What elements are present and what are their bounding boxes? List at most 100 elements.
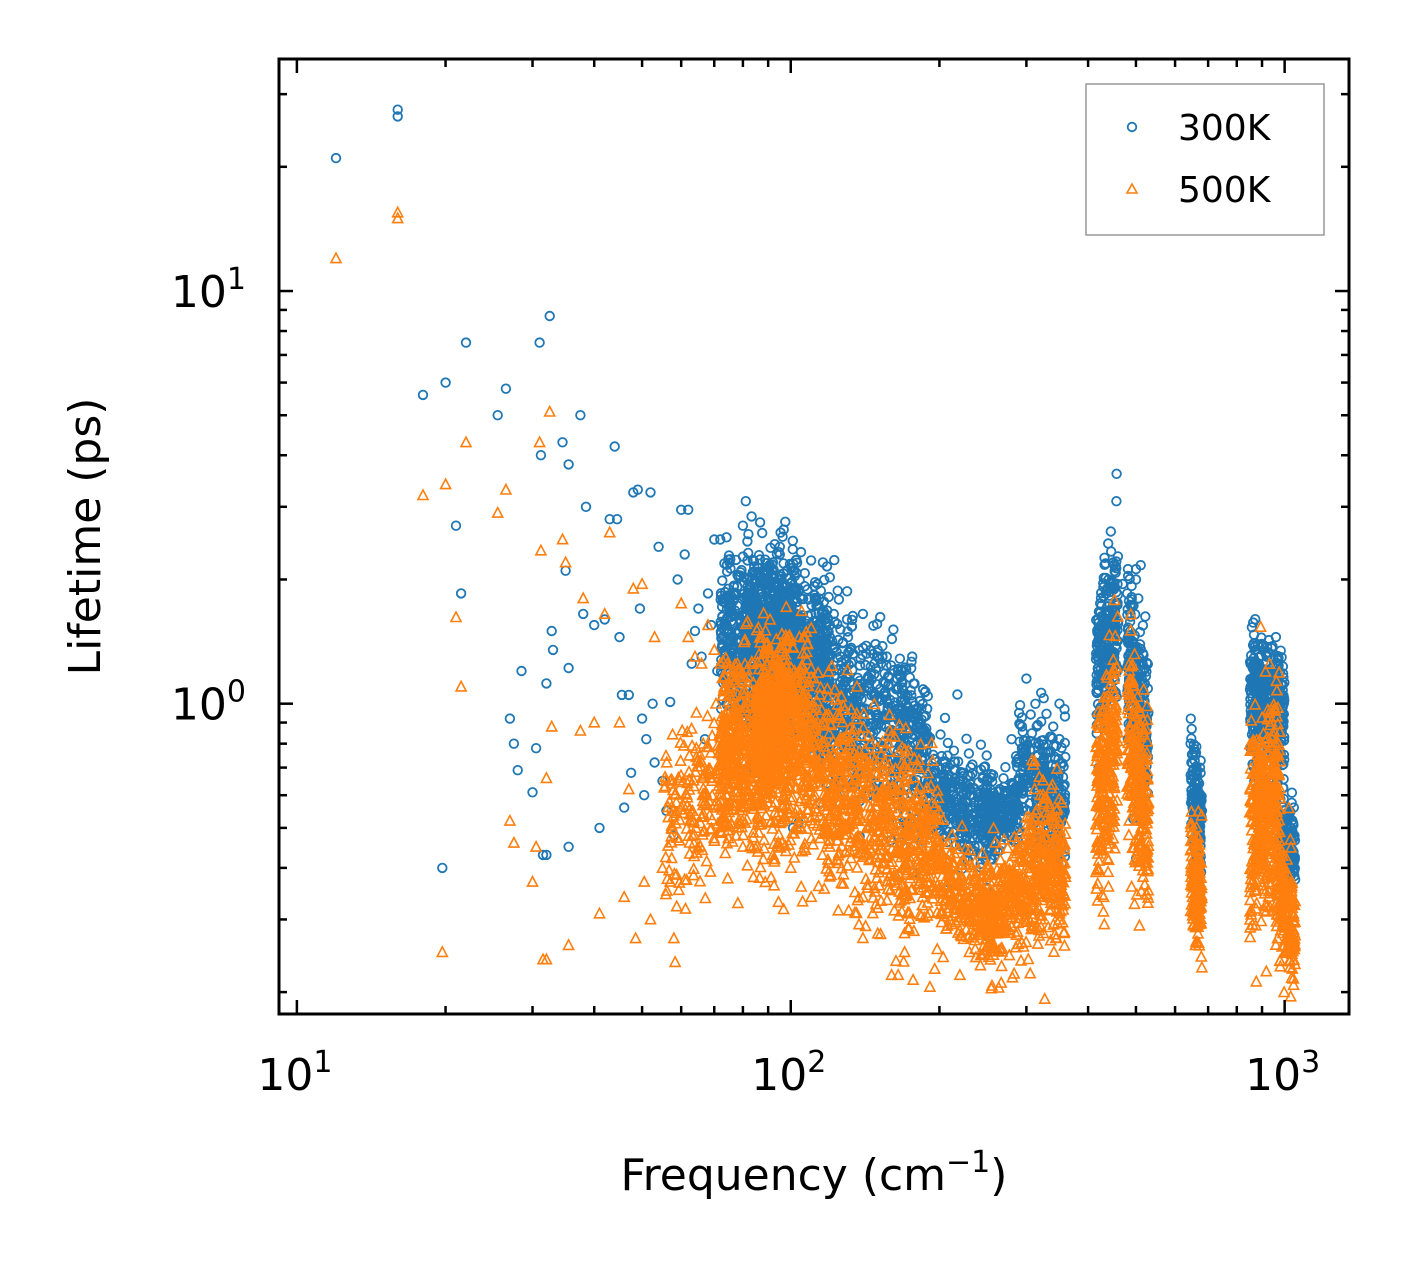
data-point-300K <box>947 790 959 801</box>
data-point-300K <box>1111 468 1122 480</box>
data-point-300K <box>641 734 652 745</box>
data-point-300K <box>832 652 843 664</box>
data-point-300K <box>500 383 512 394</box>
data-point-300K <box>1255 679 1266 690</box>
data-point-300K <box>437 862 448 874</box>
data-point-300K <box>1054 765 1066 776</box>
data-point-300K <box>1249 614 1261 625</box>
data-point-300K <box>1060 751 1071 763</box>
data-point-300K <box>767 557 779 568</box>
data-point-300K <box>828 608 840 620</box>
data-point-500K <box>705 728 719 741</box>
data-point-300K <box>1249 684 1260 695</box>
data-point-300K <box>1244 656 1256 668</box>
data-point-300K <box>934 762 945 773</box>
data-point-500K <box>795 604 808 617</box>
data-point-300K <box>718 593 729 604</box>
data-point-500K <box>687 779 701 792</box>
data-point-300K <box>1037 735 1049 746</box>
data-point-300K <box>775 527 786 538</box>
data-point-300K <box>1137 620 1149 631</box>
data-point-300K <box>1133 652 1145 663</box>
data-point-300K <box>978 761 990 773</box>
data-point-300K <box>982 843 994 854</box>
data-point-300K <box>1276 652 1287 663</box>
data-point-500K <box>745 719 759 732</box>
data-point-500K <box>741 858 754 871</box>
data-point-300K <box>888 710 900 722</box>
data-point-500K <box>683 772 696 785</box>
data-point-500K <box>660 755 674 768</box>
data-point-500K <box>746 675 760 688</box>
data-point-300K <box>1245 673 1256 685</box>
data-point-300K <box>981 820 992 832</box>
data-point-300K <box>1025 709 1036 720</box>
data-point-300K <box>857 608 869 620</box>
data-point-300K <box>1121 588 1133 599</box>
data-point-300K <box>541 678 552 689</box>
data-point-300K <box>948 745 960 756</box>
data-point-500K <box>739 726 752 739</box>
data-point-300K <box>757 591 769 602</box>
data-point-300K <box>1013 782 1024 794</box>
data-point-500K <box>683 813 697 826</box>
data-point-300K <box>1108 557 1119 568</box>
data-point-500K <box>700 854 714 867</box>
data-point-500K <box>659 887 673 900</box>
data-point-300K <box>870 663 882 674</box>
data-point-300K <box>512 765 523 776</box>
data-point-500K <box>694 816 707 829</box>
data-point-500K <box>716 809 730 822</box>
data-point-300K <box>839 677 850 688</box>
data-point-300K <box>894 653 906 664</box>
data-point-300K <box>959 800 970 811</box>
data-point-300K <box>775 569 786 580</box>
data-point-300K <box>1000 762 1011 773</box>
data-point-500K <box>720 656 734 669</box>
data-point-300K <box>952 689 963 700</box>
data-point-500K <box>665 835 678 848</box>
data-point-300K <box>1117 578 1128 590</box>
data-point-300K <box>875 611 886 623</box>
data-point-300K <box>1139 663 1150 675</box>
data-point-500K <box>685 738 699 751</box>
data-point-300K <box>726 608 738 620</box>
data-point-300K <box>1013 707 1025 719</box>
data-point-300K <box>623 689 635 701</box>
data-point-300K <box>1016 721 1028 732</box>
data-point-500K <box>674 753 687 767</box>
data-point-500K <box>709 696 723 709</box>
data-point-300K <box>455 588 467 599</box>
data-point-500K <box>754 860 767 873</box>
data-point-300K <box>742 588 753 600</box>
data-point-300K <box>811 599 822 610</box>
data-point-300K <box>964 782 976 794</box>
data-point-300K <box>1276 695 1288 706</box>
data-point-500K <box>794 791 808 804</box>
data-point-300K <box>450 520 462 531</box>
data-point-300K <box>665 696 676 708</box>
data-point-300K <box>712 665 723 677</box>
data-point-300K <box>715 626 727 638</box>
data-point-300K <box>872 644 883 656</box>
data-point-300K <box>896 676 907 687</box>
data-point-300K <box>882 698 894 709</box>
data-point-300K <box>950 817 961 828</box>
data-point-300K <box>715 619 727 631</box>
data-point-300K <box>716 633 727 644</box>
data-point-300K <box>780 516 791 528</box>
data-point-300K <box>977 833 989 845</box>
data-point-300K <box>1095 592 1107 604</box>
data-point-300K <box>1098 572 1110 584</box>
data-point-300K <box>841 614 853 625</box>
data-point-500K <box>665 818 679 831</box>
data-point-500K <box>674 768 688 781</box>
data-point-300K <box>1013 756 1024 768</box>
data-point-300K <box>1186 733 1197 744</box>
data-point-300K <box>1195 755 1206 766</box>
data-point-500K <box>714 794 727 807</box>
data-point-300K <box>1024 761 1035 773</box>
data-point-500K <box>722 694 735 707</box>
data-point-300K <box>835 624 846 635</box>
data-point-300K <box>1092 665 1104 677</box>
